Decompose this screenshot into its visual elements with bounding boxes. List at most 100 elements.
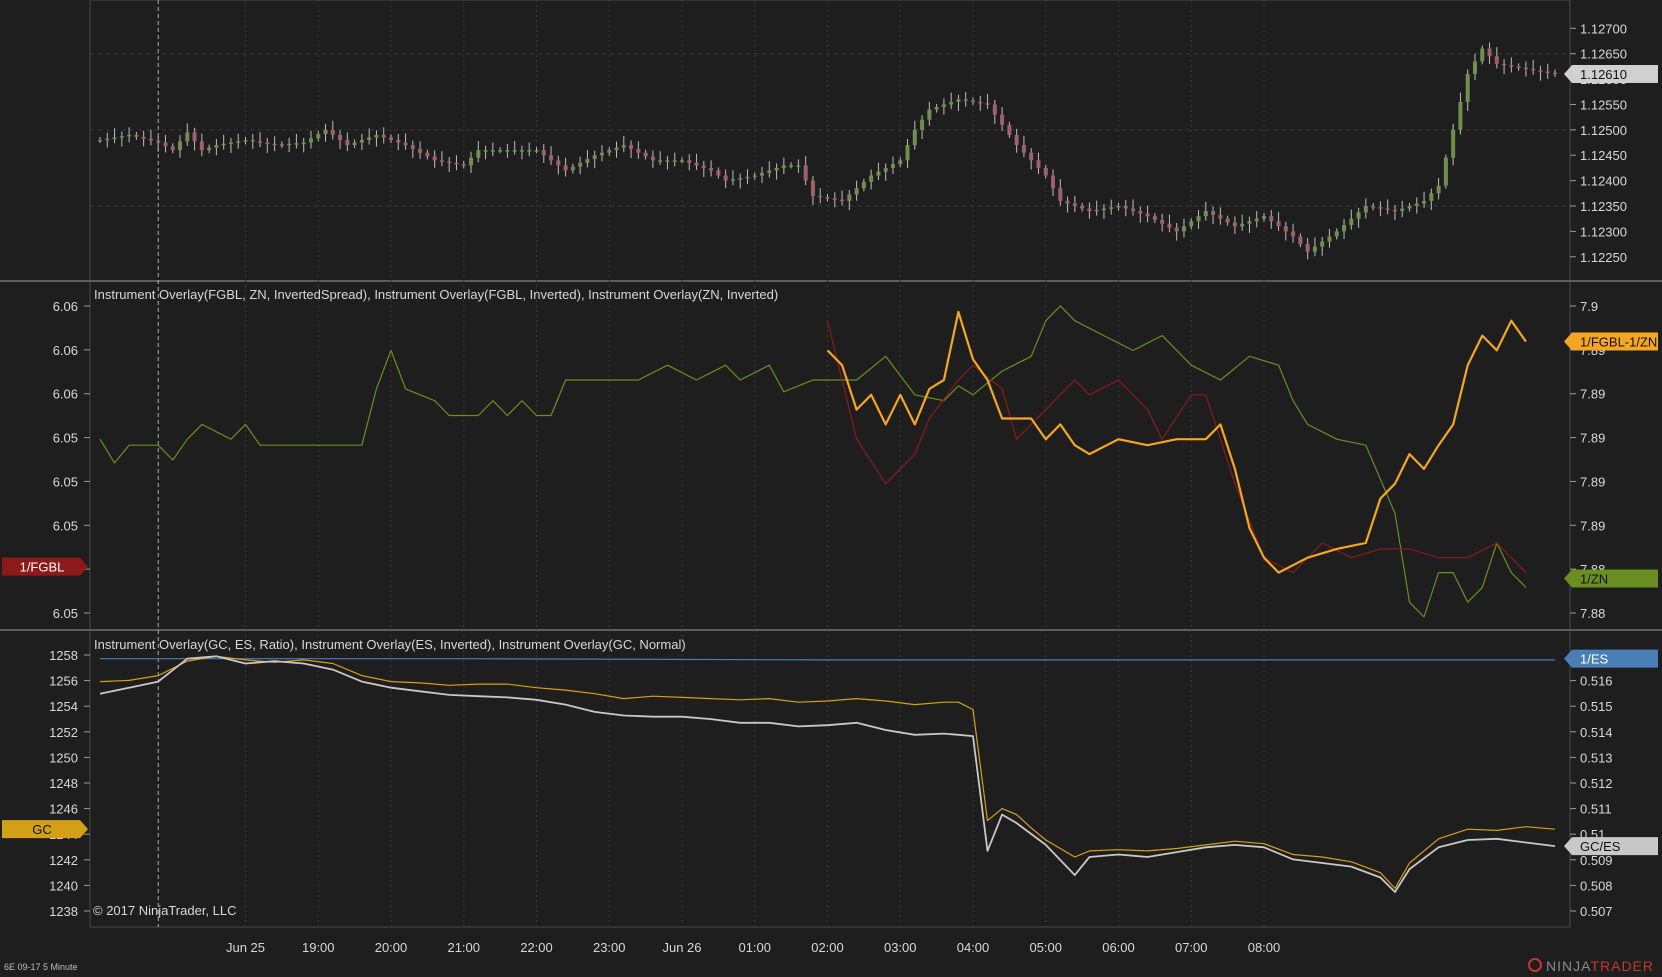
last-price-label: 1.12610 — [1580, 67, 1627, 82]
candle-body — [876, 171, 881, 176]
candle-body — [1342, 225, 1347, 232]
candle-body — [476, 150, 481, 158]
y-tick-label: 1.12400 — [1580, 174, 1627, 189]
price-marker-label: GC/ES — [1580, 839, 1621, 854]
right-y-tick-label: 0.512 — [1580, 776, 1613, 791]
candle-body — [294, 143, 299, 145]
left-y-tick-label: 6.05 — [53, 518, 78, 533]
candle-body — [374, 134, 379, 138]
candle-body — [1407, 206, 1412, 209]
left-y-tick-label: 1238 — [49, 904, 78, 919]
x-tick-label: 08:00 — [1248, 940, 1281, 955]
candle-body — [316, 134, 321, 139]
price-marker-label: 1/ZN — [1580, 571, 1608, 586]
x-tick-label: Jun 26 — [662, 940, 701, 955]
candle-body — [883, 167, 888, 172]
candle-body — [992, 104, 997, 115]
candle-body — [920, 119, 925, 130]
candle-body — [1349, 218, 1354, 226]
left-y-tick-label: 1246 — [49, 802, 78, 817]
series-line-1-zn — [99, 305, 1527, 618]
candle-body — [1232, 222, 1237, 227]
price-marker — [1564, 332, 1658, 351]
candle-body — [1189, 221, 1194, 227]
candle-body — [643, 152, 648, 157]
instrument-caption: 6E 09-17 5 Minute — [4, 962, 78, 972]
logo-icon — [1528, 958, 1543, 972]
left-y-tick-label: 6.06 — [53, 299, 78, 314]
x-tick-label: 05:00 — [1029, 940, 1062, 955]
candle-body — [1036, 160, 1041, 168]
candle-body — [447, 161, 452, 164]
candle-body — [323, 129, 328, 135]
candle-body — [1029, 152, 1034, 161]
right-y-tick-label: 7.89 — [1580, 474, 1605, 489]
candle-body — [338, 134, 343, 140]
candle-body — [483, 150, 488, 152]
right-y-tick-label: 0.507 — [1580, 904, 1613, 919]
candle-body — [439, 160, 444, 162]
candle-body — [1080, 206, 1085, 209]
candle-body — [1378, 207, 1383, 209]
candle-body — [512, 150, 517, 152]
candle-body — [98, 140, 102, 142]
candle-body — [418, 148, 423, 153]
x-tick-label: 19:00 — [302, 940, 335, 955]
candle-body — [1422, 200, 1427, 204]
candle-body — [1480, 48, 1485, 62]
candle-body — [461, 164, 466, 166]
candle-body — [1262, 216, 1266, 219]
candle-body — [672, 160, 677, 162]
series-line-1-es — [100, 658, 1555, 661]
left-y-tick-label: 1254 — [49, 699, 78, 714]
candle-body — [680, 160, 684, 162]
candle-body — [199, 141, 204, 151]
y-tick-label: 1.12650 — [1580, 47, 1627, 62]
candle-body — [629, 145, 634, 149]
candle-body — [170, 146, 175, 151]
candle-body — [774, 167, 779, 171]
candle-body — [1152, 216, 1157, 220]
candle-body — [1523, 67, 1528, 70]
candle-body — [1007, 124, 1012, 135]
x-tick-label: 06:00 — [1102, 940, 1135, 955]
candle-body — [1509, 65, 1514, 67]
candle-body — [621, 145, 626, 148]
candle-body — [1363, 206, 1368, 213]
candle-body — [912, 129, 917, 146]
price-marker-label: 1/FGBL-1/ZN — [1580, 334, 1657, 349]
candle-body — [396, 140, 401, 143]
candle-body — [250, 140, 255, 142]
x-tick-label: 03:00 — [884, 940, 917, 955]
panel3-title: Instrument Overlay(GC, ES, Ratio), Instr… — [94, 637, 686, 652]
candle-body — [592, 155, 597, 160]
candle-body — [1436, 185, 1441, 194]
candle-body — [279, 144, 284, 146]
candle-body — [1414, 203, 1419, 206]
y-tick-label: 1.12500 — [1580, 123, 1627, 138]
left-y-tick-label: 6.05 — [53, 431, 78, 446]
candle-body — [272, 143, 277, 146]
candle-body — [730, 179, 735, 181]
candle-body — [214, 145, 219, 148]
candle-body — [541, 150, 546, 156]
candle-body — [1211, 211, 1216, 215]
candle-body — [599, 152, 604, 156]
last-price-marker — [1564, 65, 1658, 83]
candle-body — [956, 99, 961, 102]
candle-body — [1291, 231, 1296, 237]
candle-body — [178, 141, 183, 151]
left-y-tick-label: 1240 — [49, 878, 78, 893]
series-line-1-fgbl-1-zn — [826, 310, 1527, 574]
candle-body — [636, 148, 641, 153]
candle-body — [1472, 61, 1477, 74]
candle-body — [1465, 74, 1470, 102]
candle-body — [1320, 241, 1325, 247]
candle-body — [963, 99, 968, 101]
right-y-tick-label: 0.508 — [1580, 878, 1613, 893]
panel2-title: Instrument Overlay(FGBL, ZN, InvertedSpr… — [94, 287, 779, 302]
candle-body — [1240, 223, 1245, 227]
x-tick-label: 02:00 — [811, 940, 844, 955]
candle-body — [1203, 211, 1208, 217]
